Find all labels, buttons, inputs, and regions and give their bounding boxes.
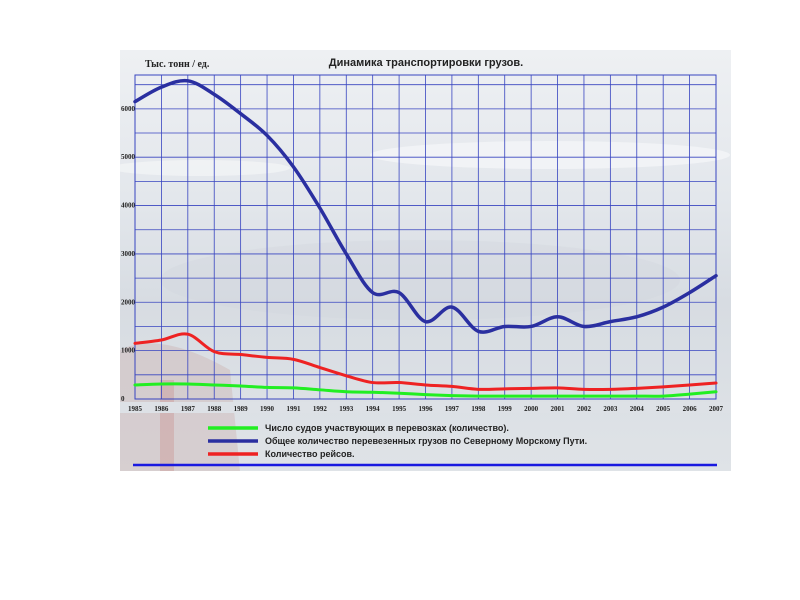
x-tick-label: 1995 xyxy=(392,405,407,413)
x-tick-label: 2004 xyxy=(630,405,645,413)
x-tick-label: 2007 xyxy=(709,405,724,413)
x-tick-label: 1988 xyxy=(207,405,222,413)
y-tick-label: 2000 xyxy=(121,298,136,306)
x-tick-label: 1997 xyxy=(445,405,460,413)
x-tick-label: 2000 xyxy=(524,405,539,413)
series-line-ships xyxy=(133,382,718,398)
series-line-total-cargo xyxy=(133,78,718,334)
legend-label: Количество рейсов. xyxy=(265,449,355,459)
chart-svg: Динамика транспортировки грузов. Тыс. то… xyxy=(120,57,731,471)
y-axis-unit-label: Тыс. тонн / ед. xyxy=(145,59,210,70)
y-tick-label: 6000 xyxy=(121,105,136,113)
legend-label: Число судов участвующих в перевозках (ко… xyxy=(265,423,509,433)
x-tick-label: 2001 xyxy=(551,405,566,413)
legend-label: Общее количество перевезенных грузов по … xyxy=(265,436,587,446)
background-scene xyxy=(120,141,730,471)
x-tick-label: 1991 xyxy=(286,405,301,413)
legend: Число судов участвующих в перевозках (ко… xyxy=(208,423,587,459)
y-tick-label: 1000 xyxy=(121,347,136,355)
y-tick-label: 4000 xyxy=(121,202,136,210)
x-tick-label: 1990 xyxy=(260,405,275,413)
y-tick-label: 5000 xyxy=(121,153,136,161)
x-tick-label: 1998 xyxy=(471,405,486,413)
x-tick-label: 1985 xyxy=(128,405,143,413)
x-tick-label: 1992 xyxy=(313,405,328,413)
chart-grid xyxy=(134,74,717,400)
chart-panel: Динамика транспортировки грузов. Тыс. то… xyxy=(120,50,731,471)
y-tick-label: 0 xyxy=(121,395,125,403)
x-tick-label: 1986 xyxy=(154,405,169,413)
x-tick-label: 1989 xyxy=(234,405,249,413)
x-axis-ticks: 1985 1986 1987 1988 1989 1990 1991 1992 1993 1994… xyxy=(120,402,731,413)
x-tick-label: 1996 xyxy=(419,405,434,413)
y-tick-label: 3000 xyxy=(121,250,136,258)
series-line-trips xyxy=(133,332,718,391)
x-axis-band xyxy=(120,402,731,413)
y-axis-ticks: 0 1000 2000 3000 4000 5000 6000 xyxy=(121,105,136,403)
x-tick-label: 1994 xyxy=(366,405,381,413)
series-lines xyxy=(133,78,718,398)
x-tick-label: 2003 xyxy=(603,405,618,413)
x-tick-label: 2005 xyxy=(656,405,671,413)
x-tick-label: 1987 xyxy=(181,405,196,413)
x-tick-label: 1993 xyxy=(339,405,354,413)
x-tick-label: 1999 xyxy=(498,405,513,413)
x-tick-label: 2006 xyxy=(683,405,698,413)
chart-title: Динамика транспортировки грузов. xyxy=(329,57,523,69)
x-tick-label: 2002 xyxy=(577,405,592,413)
